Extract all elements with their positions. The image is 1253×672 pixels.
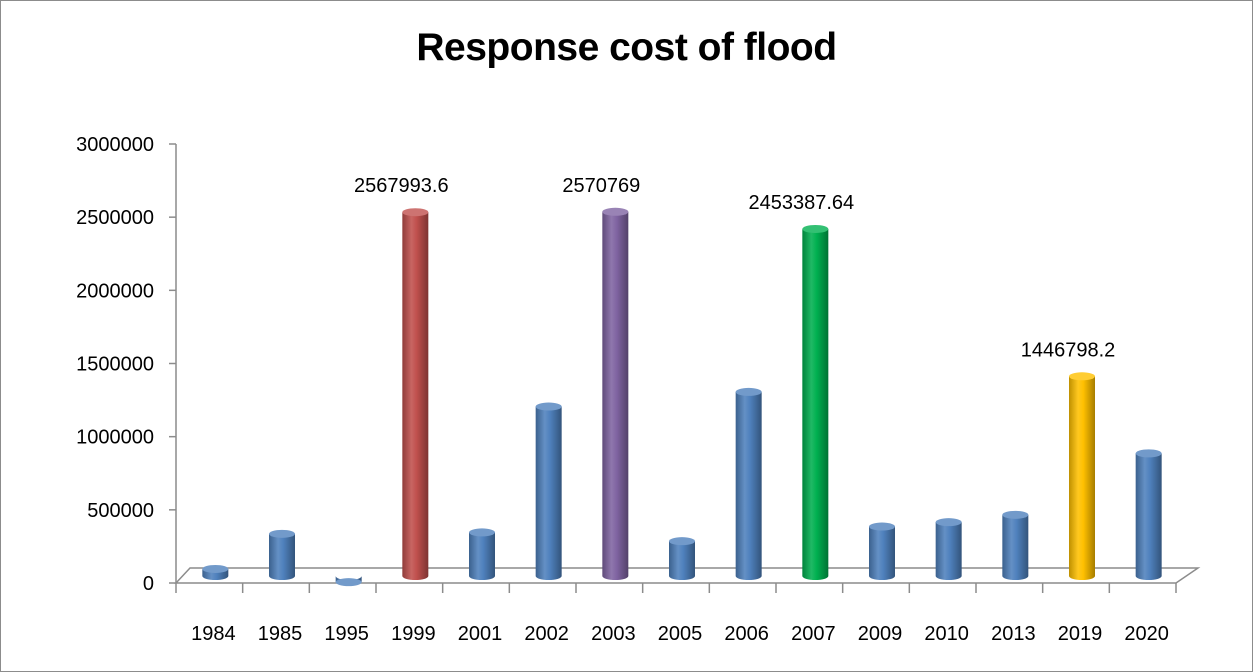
bar-cap xyxy=(935,518,962,527)
bar-cap xyxy=(1002,510,1029,519)
bar-body xyxy=(402,212,429,581)
y-tick-label: 1500000 xyxy=(76,354,154,376)
bar-2005 xyxy=(669,537,695,580)
bar-2001 xyxy=(469,528,495,580)
bar-cap xyxy=(202,564,229,573)
bar-cap xyxy=(269,529,295,538)
x-tick-label: 2019 xyxy=(1058,623,1103,645)
bar-cap xyxy=(335,578,362,587)
bar-body xyxy=(869,526,895,580)
x-tick-label: 1995 xyxy=(324,623,369,645)
bar-body xyxy=(669,541,695,580)
bar-1985 xyxy=(269,529,295,580)
bar-2002 xyxy=(535,402,562,580)
x-tick-label: 2005 xyxy=(658,623,703,645)
x-tick-label: 2007 xyxy=(791,623,836,645)
bar-body xyxy=(1069,376,1095,580)
x-tick-label: 2010 xyxy=(924,623,969,645)
x-tick-label: 1984 xyxy=(191,623,236,645)
bar-cap xyxy=(402,208,429,217)
bar-2010 xyxy=(935,518,962,580)
y-tick-label: 3000000 xyxy=(76,134,154,156)
y-tick-label: 2000000 xyxy=(76,280,154,302)
bar-cap xyxy=(1069,372,1095,381)
bar-2009 xyxy=(869,522,895,580)
bar-body xyxy=(469,532,495,580)
bar-2003 xyxy=(602,207,629,581)
bar-1995 xyxy=(335,576,362,587)
bar-cap xyxy=(669,537,695,546)
x-tick-label: 2001 xyxy=(458,623,503,645)
y-tick-label: 2500000 xyxy=(76,207,154,229)
bar-2020 xyxy=(1135,449,1162,580)
bar-1984 xyxy=(202,564,229,580)
bar-cap xyxy=(469,528,495,537)
bar-2006 xyxy=(735,387,762,580)
bar-body xyxy=(935,522,962,580)
bar-body xyxy=(602,211,629,581)
y-tick-label: 0 xyxy=(143,573,154,595)
bar-body xyxy=(269,533,295,580)
bar-2019 xyxy=(1069,372,1095,580)
bar-cap xyxy=(869,522,895,531)
x-tick-label: 2013 xyxy=(991,623,1036,645)
data-label: 2453387.64 xyxy=(748,192,854,214)
data-label: 1446798.2 xyxy=(1021,339,1116,361)
bar-cap xyxy=(535,402,562,411)
x-tick-label: 2006 xyxy=(724,623,769,645)
bar-body xyxy=(535,406,562,580)
bar-cap xyxy=(1135,449,1162,458)
y-tick-label: 500000 xyxy=(87,500,154,522)
x-tick-label: 1999 xyxy=(391,623,436,645)
bar-2013 xyxy=(1002,510,1029,581)
bar-body xyxy=(735,391,762,580)
y-tick-label: 1000000 xyxy=(76,427,154,449)
bar-cap xyxy=(602,207,629,216)
bar-1999 xyxy=(402,208,429,581)
x-tick-label: 2003 xyxy=(591,623,636,645)
data-label: 2567993.6 xyxy=(354,175,449,197)
x-tick-label: 2020 xyxy=(1124,623,1169,645)
x-tick-label: 2009 xyxy=(858,623,903,645)
bar-body xyxy=(1002,514,1029,581)
bar-body xyxy=(1135,453,1162,580)
x-tick-label: 1985 xyxy=(258,623,303,645)
chart-title: Response cost of flood xyxy=(416,26,837,69)
bar-cap xyxy=(735,387,762,396)
x-tick-label: 2002 xyxy=(524,623,569,645)
bar-body xyxy=(802,228,829,580)
bar-cap xyxy=(802,224,829,233)
bar-2007 xyxy=(802,224,829,580)
data-label: 2570769 xyxy=(562,175,640,197)
